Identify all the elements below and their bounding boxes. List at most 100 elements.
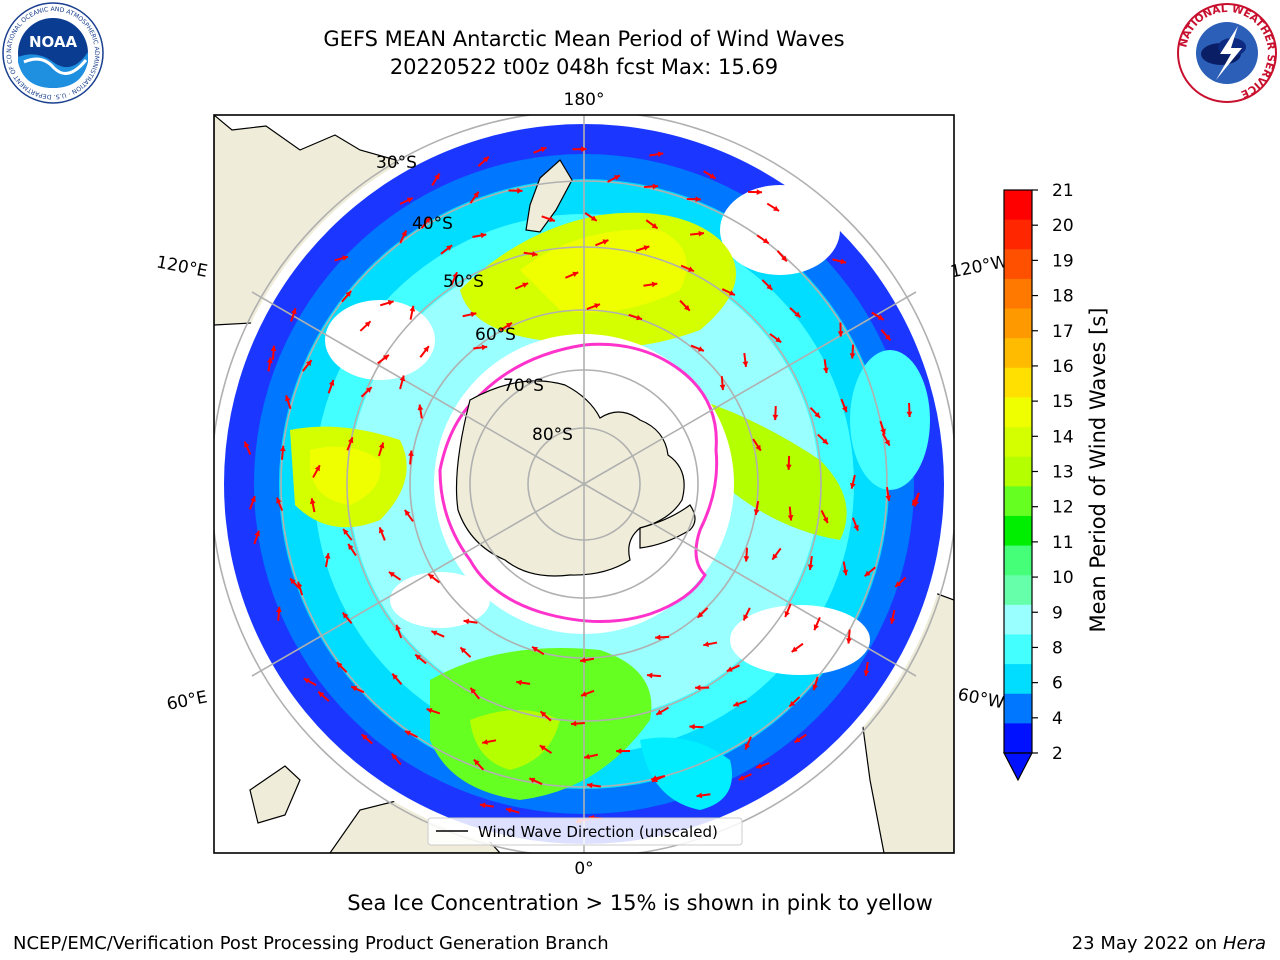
wave-arrow-head	[517, 187, 523, 194]
wave-arrow-head	[250, 496, 256, 503]
sea-ice-note: Sea Ice Concentration > 15% is shown in …	[347, 891, 933, 915]
wave-arrow-head	[540, 146, 547, 153]
colorbar-band	[1004, 249, 1032, 280]
wave-arrow-head	[807, 564, 814, 570]
wave-arrow-head	[657, 151, 664, 158]
wave-arrow-head	[813, 624, 820, 631]
wave-arrow-head	[424, 217, 431, 224]
wave-arrow-head	[772, 553, 778, 560]
wave-arrow-head	[586, 782, 593, 789]
wave-arrow-head	[789, 700, 796, 707]
wave-arrow-head	[244, 441, 250, 448]
wave-arrow-head	[719, 384, 726, 391]
wave-arrow-head	[895, 581, 902, 587]
wave-arrow-head	[531, 251, 538, 257]
wave-arrow-head	[733, 701, 740, 707]
wave-arrow-head	[408, 450, 414, 457]
wave-arrow-head	[766, 284, 773, 290]
colorbar-band	[1004, 634, 1032, 665]
graticule	[214, 115, 954, 853]
colorbar-tick-label: 19	[1052, 251, 1074, 271]
wave-arrow-head	[822, 367, 829, 374]
wave-arrow-head	[695, 196, 701, 203]
wave-arrow-head	[822, 438, 828, 445]
lat-label-50s: 50°S	[443, 272, 484, 292]
wave-arrow-head	[342, 612, 349, 619]
wave-arrow-head	[742, 361, 749, 367]
noaa-logo-text: NOAA	[29, 33, 78, 51]
wave-arrow-head	[636, 314, 643, 321]
wave-arrow-head	[404, 730, 411, 736]
wave-arrow-head	[853, 524, 859, 531]
lat-label-70s: 70°S	[503, 376, 544, 396]
colorbar-band	[1004, 456, 1032, 487]
wave-arrow-head	[446, 245, 453, 251]
wave-arrow-head	[684, 304, 690, 311]
land-new-zealand	[525, 159, 573, 233]
wave-arrow-head	[431, 630, 438, 636]
wave-arrow-head	[794, 737, 801, 743]
wave-arrow-head	[602, 239, 609, 245]
colorbar-band	[1004, 515, 1032, 547]
land-antarctic-peninsula	[639, 504, 696, 549]
wave-arrow-head	[744, 743, 751, 750]
sea-ice-edge	[438, 342, 719, 624]
wave-arrow-head	[460, 647, 467, 654]
lon-label-120e: 120°E	[155, 252, 210, 281]
wave-arrow-head	[697, 346, 704, 352]
lon-label-180: 180°	[564, 90, 605, 110]
wave-arrow-head	[540, 711, 547, 718]
wave-arrow-head	[276, 606, 282, 613]
wave-arrow-head	[532, 646, 539, 653]
colorbar: 21 20 19 18 17 16 15 14 13 12 11 10 9 8 6 4 2	[1003, 181, 1074, 782]
wave-arrow-head	[324, 553, 331, 559]
map-subtitle: 20220522 t00z 048h fcst Max: 15.69	[389, 55, 779, 79]
wave-arrow-head	[388, 571, 395, 578]
wave-arrow-head	[452, 272, 458, 279]
wave-arrow-head	[755, 444, 761, 451]
wave-arrow-head	[392, 673, 398, 680]
wave-arrow-head	[885, 495, 892, 501]
wave-arrow-head	[318, 691, 325, 698]
colorbar-band	[1004, 664, 1032, 695]
lon-label-60e: 60°E	[165, 687, 209, 714]
wave-arrow-head	[276, 497, 282, 504]
wave-arrow-head	[781, 255, 787, 262]
wave-arrow-head	[863, 670, 870, 676]
wave-arrow-head	[348, 543, 354, 550]
colorbar-band	[1004, 575, 1032, 606]
wave-arrow-head	[842, 569, 849, 576]
colorbar-band	[1004, 427, 1032, 458]
wave-arrow-head	[347, 437, 354, 444]
wave-arrow-head	[688, 266, 694, 272]
wave-arrow-head	[365, 387, 372, 393]
wave-arrow-head	[426, 707, 433, 714]
wave-arrow-head	[401, 230, 407, 237]
wave-arrow-head	[726, 666, 733, 672]
lon-label-0: 0°	[574, 859, 593, 879]
wave-arrow-head	[482, 739, 488, 745]
wave-arrow-head	[912, 499, 918, 506]
wave-arrow-head	[463, 618, 470, 625]
colorbar-band	[1004, 604, 1032, 635]
wave-arrow-head	[590, 215, 597, 221]
wave-arrow-head	[655, 634, 661, 641]
wave-arrow-head	[772, 414, 779, 421]
wave-arrow-head	[364, 321, 371, 328]
wave-arrow-head	[850, 482, 856, 489]
wave-arrow-head	[479, 802, 486, 809]
colorbar-tick-label: 10	[1052, 568, 1074, 588]
wave-arrow-head	[785, 464, 792, 470]
wave-arrow-head	[345, 291, 352, 297]
footer-credit: NCEP/EMC/Verification Post Processing Pr…	[13, 933, 609, 954]
wave-arrow-head	[529, 777, 536, 784]
map-frame	[213, 114, 955, 854]
wave-arrow-head	[570, 720, 577, 727]
wave-arrow-head	[415, 654, 422, 661]
wave-arrow-head	[539, 745, 546, 751]
wave-arrow-head	[689, 723, 695, 730]
wave-arrow-head	[434, 173, 440, 180]
wave-arrow-head	[841, 406, 848, 413]
land-antarctica	[455, 380, 685, 577]
lat-label-60s: 60°S	[475, 325, 516, 345]
